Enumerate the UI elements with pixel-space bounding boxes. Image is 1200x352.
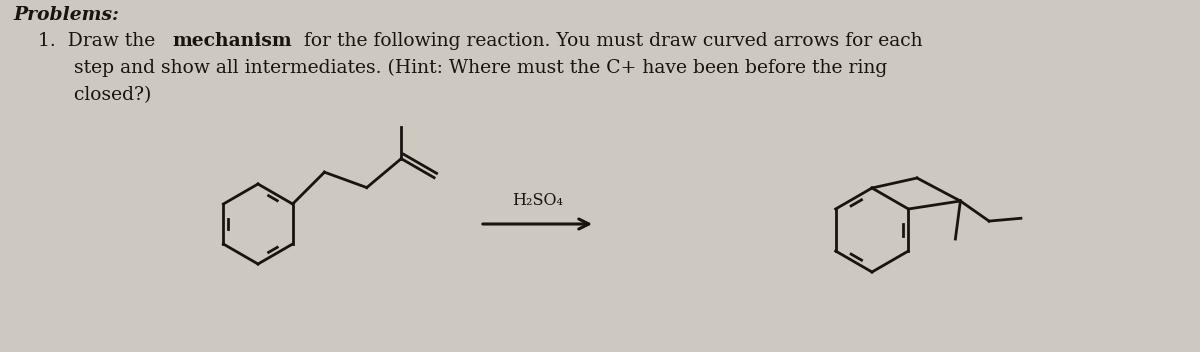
Text: for the following reaction. You must draw curved arrows for each: for the following reaction. You must dra… <box>298 32 923 50</box>
Text: Problems:: Problems: <box>13 6 119 24</box>
Text: 1.  Draw the: 1. Draw the <box>38 32 161 50</box>
Text: H₂SO₄: H₂SO₄ <box>512 192 563 209</box>
Text: step and show all intermediates. (Hint: Where must the C+ have been before the r: step and show all intermediates. (Hint: … <box>38 59 887 77</box>
Text: mechanism: mechanism <box>172 32 292 50</box>
Text: closed?): closed?) <box>38 86 151 104</box>
